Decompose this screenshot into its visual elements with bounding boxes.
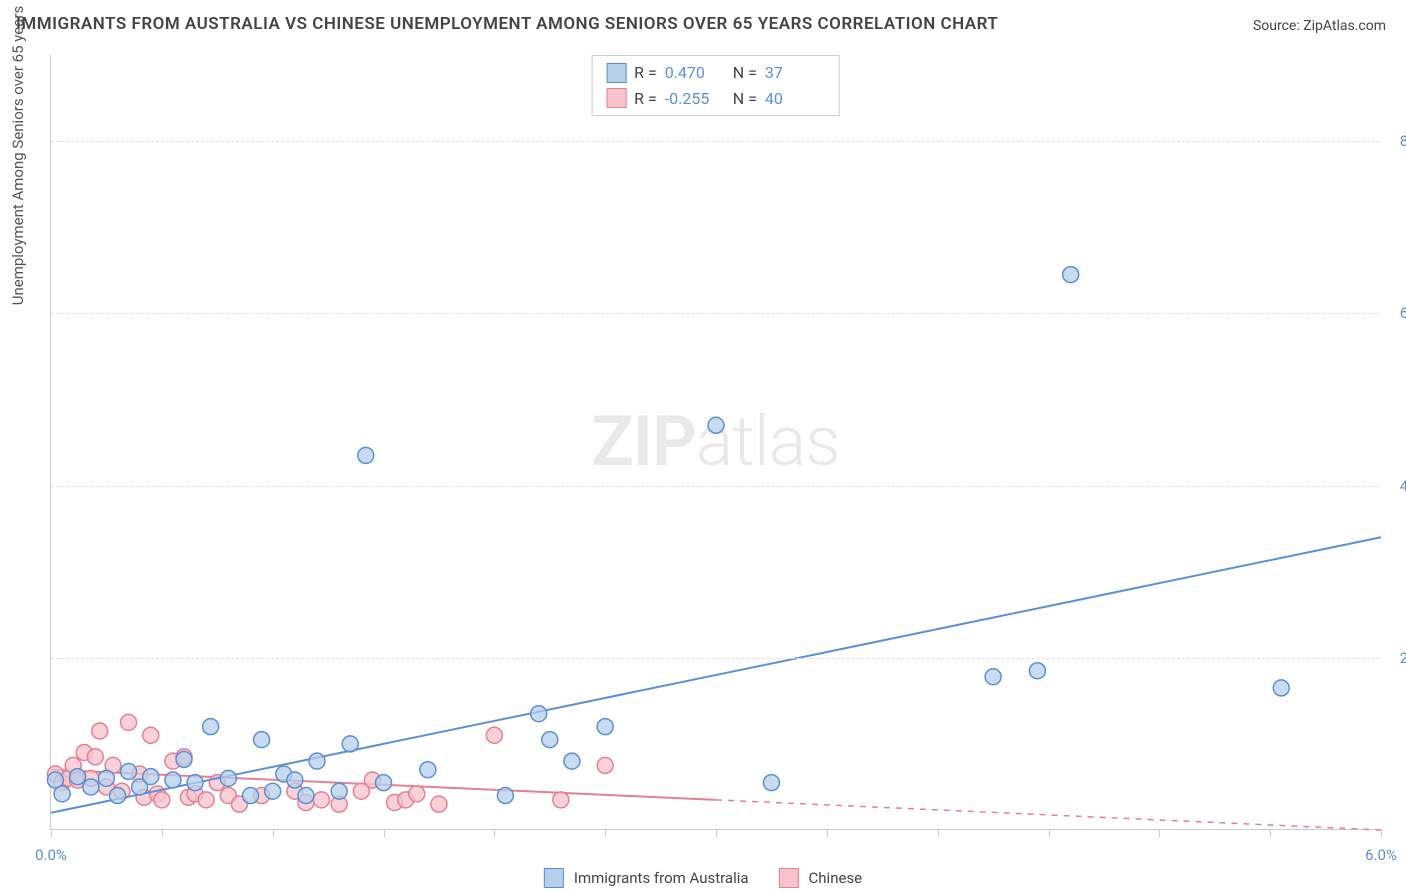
n-value: 37 xyxy=(765,60,825,86)
stats-row: R = 0.470 N = 37 xyxy=(606,60,825,86)
y-tick-label: 20.0% xyxy=(1385,649,1406,667)
legend-item: Immigrants from Australia xyxy=(544,868,749,888)
legend-item: Chinese xyxy=(779,868,863,888)
x-tick xyxy=(1049,829,1050,837)
x-tick xyxy=(494,829,495,837)
y-tick-label: 80.0% xyxy=(1385,132,1406,150)
series-swatch xyxy=(606,88,626,108)
r-value: 0.470 xyxy=(665,60,725,86)
source-attribution: Source: ZipAtlas.com xyxy=(1253,18,1386,34)
r-label: R = xyxy=(634,86,657,112)
series-swatch xyxy=(606,63,626,83)
x-tick xyxy=(51,829,52,837)
x-tick xyxy=(1381,829,1382,837)
x-tick xyxy=(716,829,717,837)
y-tick-label: 60.0% xyxy=(1385,304,1406,322)
n-label: N = xyxy=(733,60,757,86)
grid-line xyxy=(51,658,1380,659)
x-tick xyxy=(827,829,828,837)
r-value: -0.255 xyxy=(665,86,725,112)
x-tick xyxy=(162,829,163,837)
grid-line xyxy=(51,313,1380,314)
x-tick-label: 6.0% xyxy=(1365,846,1397,864)
n-value: 40 xyxy=(765,86,825,112)
y-tick-label: 40.0% xyxy=(1385,477,1406,495)
legend-label: Chinese xyxy=(809,869,863,887)
plot-area: ZIPatlas R = 0.470N = 37R = -0.255N = 40… xyxy=(50,55,1380,830)
x-tick xyxy=(1159,829,1160,837)
n-label: N = xyxy=(733,86,757,112)
source-value: ZipAtlas.com xyxy=(1303,18,1386,34)
y-axis-title: Unemployment Among Seniors over 65 years xyxy=(9,6,27,305)
source-label: Source: xyxy=(1253,18,1303,34)
plot-svg xyxy=(51,55,1380,829)
legend-label: Immigrants from Australia xyxy=(574,869,749,887)
correlation-stats-box: R = 0.470 N = 37 R = -0.255 N = 40 xyxy=(591,55,840,116)
grid-line xyxy=(51,141,1380,142)
x-tick-label: 0.0% xyxy=(35,846,67,864)
x-tick xyxy=(1270,829,1271,837)
x-tick xyxy=(605,829,606,837)
chart-title: IMMIGRANTS FROM AUSTRALIA VS CHINESE UNE… xyxy=(16,14,998,34)
x-tick xyxy=(384,829,385,837)
x-tick xyxy=(938,829,939,837)
legend-swatch xyxy=(544,868,564,888)
r-label: R = xyxy=(634,60,657,86)
stats-row: R = -0.255 N = 40 xyxy=(606,86,825,112)
x-tick xyxy=(273,829,274,837)
legend-swatch xyxy=(779,868,799,888)
grid-line xyxy=(51,486,1380,487)
bottom-legend: Immigrants from Australia Chinese xyxy=(544,868,862,888)
chart-container: IMMIGRANTS FROM AUSTRALIA VS CHINESE UNE… xyxy=(0,0,1406,892)
